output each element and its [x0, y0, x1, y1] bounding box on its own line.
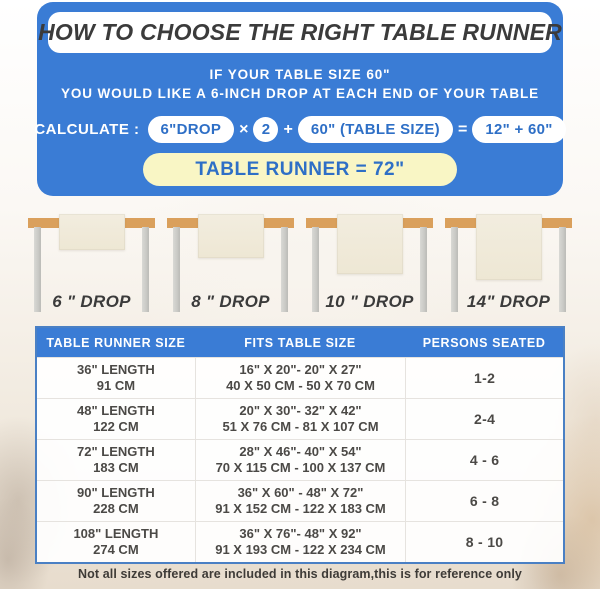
table-illustration-10-drop: 10 " DROP [306, 212, 433, 312]
times-sign: × [239, 120, 249, 138]
table-size-pill: 60" (TABLE SIZE) [297, 116, 453, 143]
condition-line-2: YOU WOULD LIKE A 6-INCH DROP AT EACH END… [60, 86, 540, 101]
drop-label: 8 " DROP [191, 292, 270, 311]
fits-size-cm: 91 X 193 CM - 122 X 234 CM [215, 542, 386, 557]
persons-cell: 2-4 [405, 399, 563, 439]
table-leg-right [559, 227, 566, 312]
table-header-row: TABLE RUNNER SIZE FITS TABLE SIZE PERSON… [37, 328, 563, 357]
runner-size-cm: 122 CM [93, 419, 139, 434]
drop-label: 10 " DROP [325, 292, 414, 311]
runner-size-cm: 274 CM [93, 542, 139, 557]
fits-size-cm: 70 X 115 CM - 100 X 137 CM [215, 460, 386, 475]
fits-size-cell: 36" X 60" - 48" X 72" 91 X 152 CM - 122 … [194, 481, 405, 521]
fits-size-inches: 28" X 46"- 40" X 54" [239, 444, 362, 459]
runner-size-inches: 36" LENGTH [77, 362, 155, 377]
size-chart-table: TABLE RUNNER SIZE FITS TABLE SIZE PERSON… [35, 326, 565, 564]
fits-size-inches: 36" X 60" - 48" X 72" [237, 485, 364, 500]
runner-size-cell: 108" LENGTH 274 CM [37, 522, 195, 562]
fits-size-inches: 20" X 30"- 32" X 42" [239, 403, 362, 418]
runner-cloth [197, 214, 264, 258]
multiplier-badge: 2 [253, 117, 279, 142]
runner-size-inches: 48" LENGTH [77, 403, 155, 418]
fits-size-cm: 91 X 152 CM - 122 X 183 CM [215, 501, 386, 516]
runner-cloth [336, 214, 403, 274]
drop-label: 6 " DROP [52, 292, 131, 311]
runner-cloth [58, 214, 125, 250]
table-leg-right [420, 227, 427, 312]
fits-size-cm: 51 X 76 CM - 81 X 107 CM [222, 419, 379, 434]
persons-cell: 4 - 6 [405, 440, 563, 480]
fits-size-cell: 20" X 30"- 32" X 42" 51 X 76 CM - 81 X 1… [194, 399, 405, 439]
table-leg-right [142, 227, 149, 312]
column-header-persons-seated: PERSONS SEATED [422, 335, 546, 350]
condition-line-1: IF YOUR TABLE SIZE 60" [209, 67, 391, 82]
table-row: 90" LENGTH 228 CM 36" X 60" - 48" X 72" … [37, 480, 563, 521]
table-leg-left [451, 227, 458, 312]
fits-size-cell: 36" X 76"- 48" X 92" 91 X 193 CM - 122 X… [194, 522, 405, 562]
result-highlight-pill: TABLE RUNNER = 72" [143, 153, 457, 186]
runner-size-cell: 48" LENGTH 122 CM [37, 399, 195, 439]
runner-size-inches: 72" LENGTH [77, 444, 155, 459]
fits-size-inches: 16" X 20"- 20" X 27" [239, 362, 362, 377]
table-leg-left [312, 227, 319, 312]
persons-cell: 1-2 [405, 358, 563, 398]
fits-size-inches: 36" X 76"- 48" X 92" [239, 526, 362, 541]
column-header-runner-size: TABLE RUNNER SIZE [46, 335, 186, 350]
runner-cloth [475, 214, 542, 280]
column-header-fits-table-size: FITS TABLE SIZE [244, 335, 356, 350]
condition-text: IF YOUR TABLE SIZE 60" YOU WOULD LIKE A … [37, 65, 563, 103]
table-leg-left [173, 227, 180, 312]
fits-size-cell: 16" X 20"- 20" X 27" 40 X 50 CM - 50 X 7… [194, 358, 405, 398]
title-banner: HOW TO CHOOSE THE RIGHT TABLE RUNNER [38, 12, 562, 53]
runner-size-inches: 108" LENGTH [73, 526, 159, 541]
table-illustration-6-drop: 6 " DROP [28, 212, 155, 312]
drop-value-pill: 6"DROP [147, 116, 235, 143]
page-title: HOW TO CHOOSE THE RIGHT TABLE RUNNER [38, 19, 562, 45]
persons-cell: 6 - 8 [405, 481, 563, 521]
result-expression-pill: 12" + 60" [472, 116, 566, 143]
table-row: 48" LENGTH 122 CM 20" X 30"- 32" X 42" 5… [37, 398, 563, 439]
fits-size-cm: 40 X 50 CM - 50 X 70 CM [226, 378, 375, 393]
equals-sign: = [457, 120, 468, 138]
table-row: 72" LENGTH 183 CM 28" X 46"- 40" X 54" 7… [37, 439, 563, 480]
runner-size-cell: 90" LENGTH 228 CM [37, 481, 195, 521]
table-illustration-14-drop: 14" DROP [445, 212, 572, 312]
drop-illustrations-row: 6 " DROP 8 " DROP 10 " DROP 14" DROP [28, 212, 572, 312]
table-row: 108" LENGTH 274 CM 36" X 76"- 48" X 92" … [37, 521, 563, 562]
table-row: 36" LENGTH 91 CM 16" X 20"- 20" X 27" 40… [37, 357, 563, 398]
runner-size-cm: 91 CM [96, 378, 136, 393]
persons-cell: 8 - 10 [405, 522, 563, 562]
drop-label: 14" DROP [466, 292, 551, 311]
table-leg-right [281, 227, 288, 312]
header-panel: HOW TO CHOOSE THE RIGHT TABLE RUNNER IF … [34, 2, 566, 196]
runner-size-inches: 90" LENGTH [77, 485, 155, 500]
plus-sign: + [283, 120, 293, 138]
disclaimer-note: Not all sizes offered are included in th… [78, 567, 522, 581]
runner-size-cell: 72" LENGTH 183 CM [37, 440, 195, 480]
table-illustration-8-drop: 8 " DROP [167, 212, 294, 312]
runner-size-cell: 36" LENGTH 91 CM [37, 358, 195, 398]
calculate-label: CALCULATE : [34, 121, 140, 138]
fits-size-cell: 28" X 46"- 40" X 54" 70 X 115 CM - 100 X… [194, 440, 405, 480]
runner-size-cm: 228 CM [93, 501, 139, 516]
table-leg-left [34, 227, 41, 312]
calculation-row: CALCULATE : 6"DROP × 2 + 60" (TABLE SIZE… [34, 116, 566, 143]
runner-size-cm: 183 CM [93, 460, 139, 475]
